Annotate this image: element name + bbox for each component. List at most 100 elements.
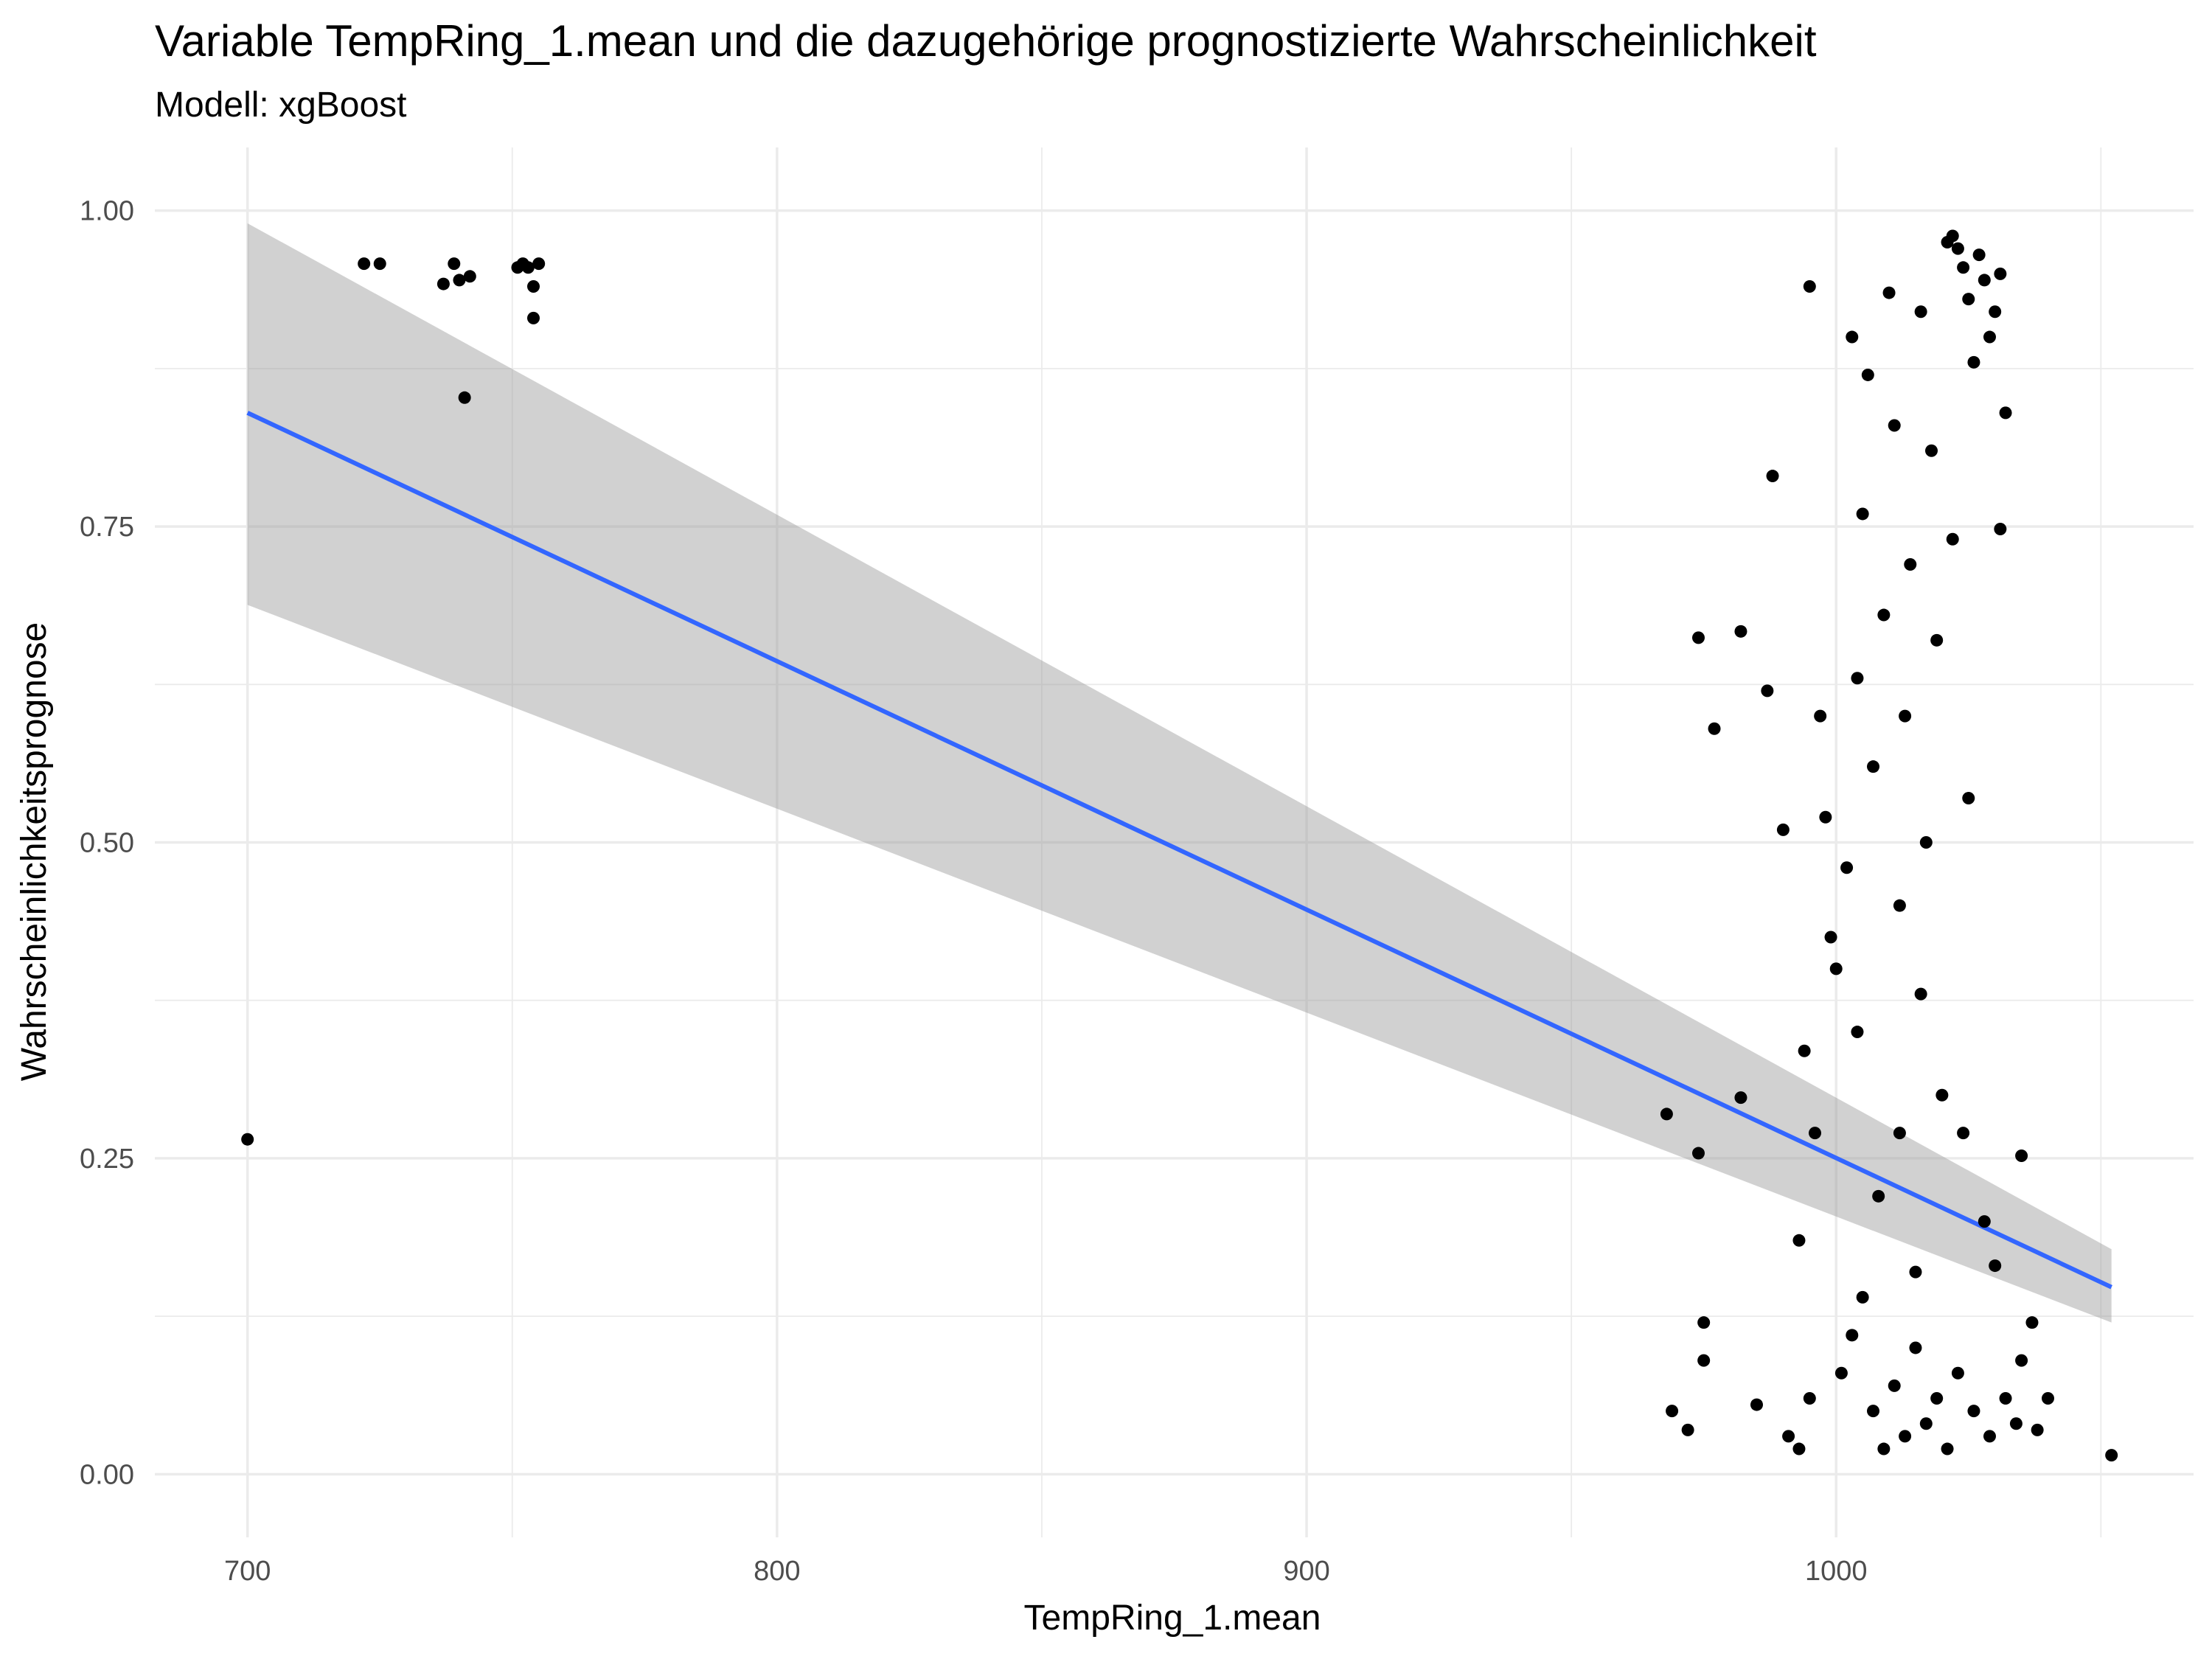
data-point: [1914, 987, 1927, 1001]
data-point: [1856, 507, 1869, 521]
data-point: [521, 261, 535, 274]
data-point: [1978, 274, 1991, 287]
data-points: [241, 229, 2118, 1462]
data-point: [1962, 293, 1975, 306]
data-point: [1888, 1379, 1901, 1392]
data-point: [1708, 722, 1721, 735]
data-point: [1967, 355, 1980, 369]
data-point: [2015, 1149, 2028, 1162]
data-point: [1798, 1044, 1811, 1057]
data-point: [1803, 1392, 1816, 1405]
data-point: [1930, 633, 1944, 647]
data-point: [437, 277, 450, 291]
data-point: [1951, 1366, 1964, 1380]
y-tick-label: 0.25: [80, 1144, 134, 1175]
y-axis-title: Wahrscheinlichkeitsprognose: [15, 622, 54, 1082]
data-point: [2025, 1316, 2039, 1329]
data-point: [1846, 1329, 1859, 1342]
trend-line-layer: [246, 411, 2112, 1290]
data-point: [2042, 1392, 2054, 1405]
data-point: [1846, 330, 1859, 344]
x-axis-title: TempRing_1.mean: [1024, 1599, 1321, 1638]
data-point: [1899, 709, 1912, 723]
data-point: [1734, 625, 1747, 638]
data-point: [1972, 248, 1986, 262]
data-point: [1803, 280, 1816, 293]
data-point: [1824, 931, 1837, 944]
data-point: [1893, 899, 1906, 912]
data-point: [358, 257, 371, 271]
data-point: [1877, 1442, 1891, 1455]
data-point: [1962, 792, 1975, 805]
data-point: [1697, 1354, 1711, 1367]
data-point: [1941, 1442, 1954, 1455]
x-tick-label: 900: [1283, 1556, 1329, 1587]
data-point: [1829, 962, 1843, 975]
data-point: [448, 257, 461, 271]
data-point: [1919, 1417, 1933, 1430]
grid-lines: [155, 147, 2194, 1537]
data-point: [1840, 861, 1854, 874]
x-tick-label: 700: [224, 1556, 271, 1587]
data-point: [527, 311, 540, 324]
data-point: [1909, 1341, 1922, 1354]
data-point: [1819, 810, 1832, 824]
trend-line: [246, 411, 2112, 1290]
data-point: [1909, 1265, 1922, 1279]
data-point: [1814, 709, 1827, 723]
data-point: [1877, 608, 1891, 622]
data-point: [1946, 532, 1959, 546]
chart-subtitle: Modell: xgBoost: [155, 86, 407, 125]
y-tick-label: 0.50: [80, 828, 134, 859]
data-point: [532, 257, 546, 271]
data-point: [1946, 229, 1959, 243]
data-point: [1994, 267, 2007, 280]
data-point: [1692, 1147, 1705, 1160]
data-point: [1792, 1442, 1806, 1455]
data-point: [1856, 1290, 1869, 1304]
data-point: [1861, 368, 1874, 381]
data-point: [2009, 1417, 2023, 1430]
data-point: [1967, 1405, 1980, 1418]
data-point: [1761, 684, 1774, 698]
data-point: [1851, 1026, 1864, 1039]
data-point: [1930, 1392, 1944, 1405]
data-point: [1776, 823, 1790, 836]
data-point: [1888, 419, 1901, 432]
data-point: [1867, 1405, 1879, 1418]
data-point: [458, 391, 471, 404]
data-point: [1951, 242, 1964, 255]
data-point: [1666, 1405, 1679, 1418]
data-point: [1692, 631, 1705, 644]
data-point: [1989, 1259, 2002, 1273]
data-point: [1989, 305, 2002, 319]
data-point: [527, 280, 540, 293]
y-tick-label: 0.00: [80, 1459, 134, 1490]
data-point: [1983, 330, 1996, 344]
data-point: [2105, 1449, 2118, 1462]
data-point: [1999, 1392, 2012, 1405]
x-tick-label: 1000: [1805, 1556, 1868, 1587]
data-point: [1782, 1430, 1795, 1443]
data-point: [453, 274, 466, 287]
data-point: [1978, 1215, 1991, 1228]
confidence-band: [247, 223, 2112, 1323]
data-point: [1904, 558, 1917, 571]
data-point: [1851, 672, 1864, 685]
data-point: [1893, 1127, 1906, 1140]
tick-labels: 700 800 900 1000 0.00 0.25 0.50 0.75 1.00: [80, 196, 1867, 1587]
chart-title: Variable TempRing_1.mean und die dazugeh…: [155, 16, 1817, 66]
y-tick-label: 1.00: [80, 196, 134, 227]
data-point: [1914, 305, 1927, 319]
data-point: [1750, 1398, 1763, 1411]
data-point: [1999, 406, 2012, 420]
data-point: [1697, 1316, 1711, 1329]
data-point: [1983, 1430, 1996, 1443]
data-point: [1994, 523, 2007, 536]
data-point: [1681, 1423, 1694, 1436]
data-point: [2015, 1354, 2028, 1367]
data-point: [1872, 1189, 1885, 1203]
data-point: [1867, 760, 1879, 773]
